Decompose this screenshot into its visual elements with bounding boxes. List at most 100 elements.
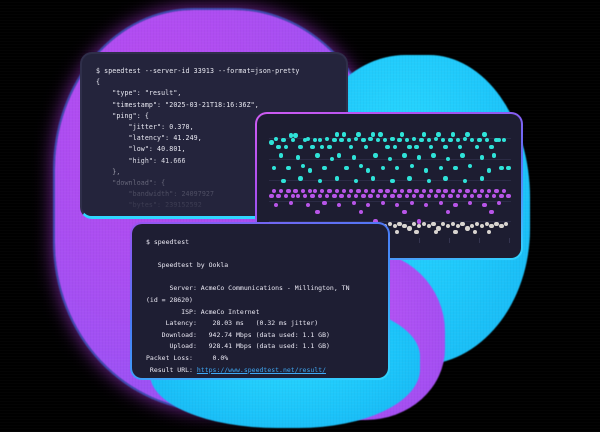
chart-dot-upload bbox=[399, 189, 405, 194]
chart-dot-upload bbox=[428, 189, 434, 194]
chart-dot-download bbox=[353, 178, 359, 184]
chart-dot-upload bbox=[489, 209, 494, 215]
chart-dot-download bbox=[443, 145, 448, 150]
chart-dot-upload bbox=[455, 193, 460, 199]
chart-dot-upload bbox=[320, 189, 325, 194]
chart-dot-download bbox=[450, 132, 456, 137]
chart-dot-download bbox=[479, 176, 485, 181]
chart-dot-download bbox=[310, 145, 315, 150]
chart-dot-upload bbox=[395, 203, 400, 208]
chart-dot-latency bbox=[412, 221, 417, 226]
chart-dot-download bbox=[283, 145, 289, 150]
chart-dot-upload bbox=[496, 200, 502, 206]
chart-dot-download bbox=[312, 138, 318, 143]
chart-dot-upload bbox=[419, 193, 424, 199]
chart-dot-upload bbox=[501, 189, 506, 194]
chart-dot-upload bbox=[283, 193, 289, 199]
result-url-line1[interactable]: https://www.speedtest.net/result/ bbox=[196, 365, 327, 374]
chart-dot-latency bbox=[453, 229, 458, 235]
chart-dot-download bbox=[303, 138, 308, 143]
chart-dot-download bbox=[426, 138, 431, 143]
chart-dot-latency bbox=[436, 226, 441, 231]
chart-dot-latency bbox=[503, 221, 509, 226]
chart-dot-upload bbox=[441, 193, 446, 199]
chart-dot-upload bbox=[332, 193, 337, 199]
chart-dot-download bbox=[368, 136, 373, 142]
chart-dot-download bbox=[358, 163, 364, 168]
chart-dot-download bbox=[487, 168, 492, 173]
chart-dot-latency bbox=[431, 221, 436, 226]
chart-dot-download bbox=[390, 136, 395, 142]
chart-dot-upload bbox=[482, 203, 487, 208]
chart-dot-download bbox=[366, 168, 371, 173]
chart-dot-download bbox=[278, 153, 284, 158]
chart-dot-download bbox=[494, 138, 499, 143]
chart-dot-download bbox=[339, 138, 344, 143]
chart-dot-download bbox=[385, 145, 390, 150]
chart-dot-download bbox=[353, 136, 359, 142]
chart-dot-upload bbox=[484, 193, 489, 199]
chart-dot-upload bbox=[445, 209, 451, 215]
chart-dot-download bbox=[291, 138, 296, 143]
chart-dot-upload bbox=[433, 193, 439, 199]
chart-dot-latency bbox=[395, 229, 400, 235]
chart-dot-download bbox=[404, 138, 410, 143]
chart-dot-download bbox=[373, 153, 378, 158]
result-terminal-head: $ speedtest Speedtest by Ookla Server: A… bbox=[146, 238, 350, 374]
chart-dot-upload bbox=[324, 193, 330, 199]
chart-dot-upload bbox=[317, 193, 322, 199]
chart-dot-download bbox=[346, 138, 352, 143]
chart-dot-download bbox=[465, 132, 470, 137]
chart-dot-download bbox=[424, 168, 429, 173]
chart-dot-upload bbox=[397, 193, 402, 199]
chart-dot-upload bbox=[487, 189, 492, 194]
chart-dot-download bbox=[474, 145, 480, 150]
chart-dot-download bbox=[387, 156, 393, 161]
chart-dot-upload bbox=[491, 193, 497, 199]
chart-dot-download bbox=[329, 156, 335, 161]
chart-dot-latency bbox=[455, 223, 460, 229]
chart-dot-download bbox=[286, 165, 291, 171]
chart-dot-download bbox=[295, 155, 301, 160]
chart-dot-download bbox=[499, 165, 504, 171]
chart-dot-upload bbox=[312, 189, 318, 194]
chart-dot-latency bbox=[474, 221, 480, 226]
chart-dot-latency bbox=[387, 221, 393, 226]
chart-dot-download bbox=[484, 138, 489, 143]
chart-dot-upload bbox=[346, 193, 352, 199]
chart-dot-latency bbox=[421, 221, 427, 226]
chart-dot-upload bbox=[368, 193, 373, 199]
chart-dot-download bbox=[426, 178, 431, 184]
chart-dot-download bbox=[307, 168, 313, 173]
chart-dot-upload bbox=[479, 189, 485, 194]
chart-dot-download bbox=[482, 132, 487, 137]
chart-dot-upload bbox=[409, 200, 414, 206]
chart-dot-latency bbox=[489, 223, 494, 229]
chart-dot-latency bbox=[433, 229, 439, 235]
chart-dot-download bbox=[361, 138, 366, 143]
chart-dot-download bbox=[428, 145, 434, 150]
chart-dot-latency bbox=[470, 223, 475, 229]
chart-dot-download bbox=[421, 132, 427, 137]
chart-dot-upload bbox=[293, 189, 298, 194]
result-url-line2[interactable]: c/2d74ee56-a79b-4469-ba21-0cecc92c8bcb bbox=[146, 377, 295, 378]
chart-dot-download bbox=[441, 138, 446, 143]
chart-dot-latency bbox=[445, 223, 451, 229]
result-terminal-card[interactable]: $ speedtest Speedtest by Ookla Server: A… bbox=[130, 222, 390, 380]
chart-dot-download bbox=[300, 163, 306, 168]
chart-dot-upload bbox=[426, 193, 431, 199]
chart-dot-download bbox=[436, 132, 441, 137]
chart-dot-download bbox=[320, 145, 325, 150]
chart-dot-upload bbox=[339, 193, 344, 199]
chart-dot-download bbox=[419, 138, 424, 143]
chart-dot-upload bbox=[438, 200, 443, 206]
chart-dot-upload bbox=[363, 189, 368, 194]
chart-dot-download bbox=[489, 145, 494, 150]
chart-dot-download bbox=[327, 145, 332, 150]
chart-dot-download bbox=[322, 165, 327, 171]
chart-dot-download bbox=[271, 165, 277, 171]
chart-dot-upload bbox=[278, 189, 284, 194]
chart-dot-upload bbox=[358, 209, 364, 215]
chart-gridline bbox=[269, 200, 511, 202]
